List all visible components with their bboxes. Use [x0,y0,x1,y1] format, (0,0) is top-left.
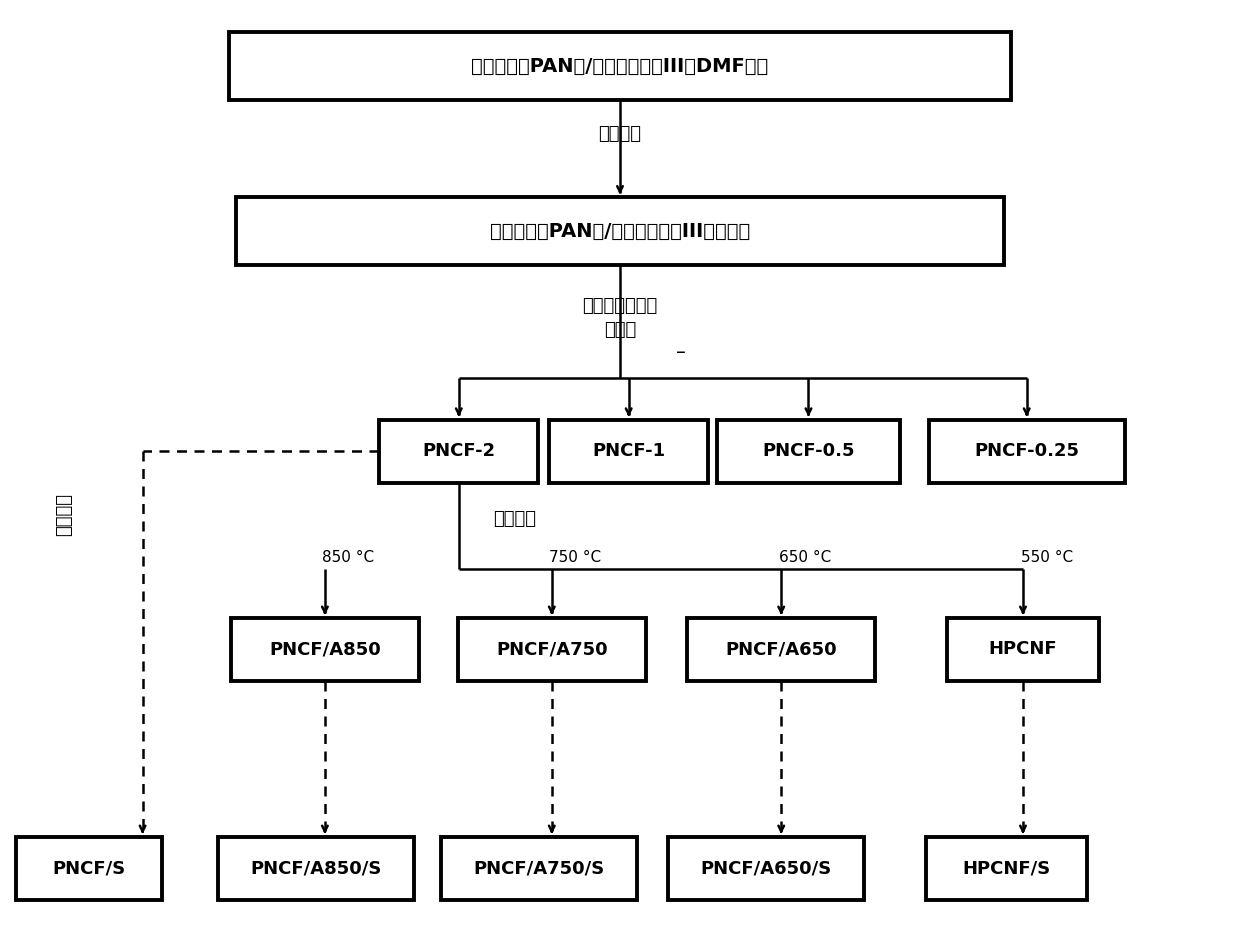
Text: HPCNF/S: HPCNF/S [962,859,1052,878]
Text: –: – [676,343,686,362]
Text: 聚丙烯腈（PAN）/乙酰丙酮铁（III）纯纤维: 聚丙烯腈（PAN）/乙酰丙酮铁（III）纯纤维 [490,222,750,241]
FancyBboxPatch shape [231,618,419,682]
Text: 聚丙烯腈（PAN）/乙酰丙酮铁（III）DMF溶液: 聚丙烯腈（PAN）/乙酰丙酮铁（III）DMF溶液 [471,57,769,76]
Text: 稳定化、碳化、: 稳定化、碳化、 [583,296,657,315]
FancyBboxPatch shape [218,836,414,901]
FancyBboxPatch shape [929,419,1125,482]
Text: PNCF-0.25: PNCF-0.25 [975,442,1079,461]
Text: HPCNF: HPCNF [988,640,1058,659]
Text: PNCF-0.5: PNCF-0.5 [763,442,854,461]
Text: PNCF/A850/S: PNCF/A850/S [250,859,382,878]
Text: 750 °C: 750 °C [549,550,601,565]
FancyBboxPatch shape [926,836,1087,901]
FancyBboxPatch shape [441,836,637,901]
Text: 化学活化: 化学活化 [494,510,536,529]
Text: PNCF/A650/S: PNCF/A650/S [701,859,832,878]
FancyBboxPatch shape [458,618,646,682]
Text: PNCF-2: PNCF-2 [423,442,495,461]
FancyBboxPatch shape [16,836,162,901]
FancyBboxPatch shape [947,618,1099,682]
FancyBboxPatch shape [717,419,900,482]
FancyBboxPatch shape [549,419,708,482]
Text: 550 °C: 550 °C [1021,550,1073,565]
FancyBboxPatch shape [229,32,1011,100]
Text: 静电纺丝: 静电纺丝 [599,125,641,143]
FancyBboxPatch shape [379,419,538,482]
Text: 850 °C: 850 °C [322,550,374,565]
Text: PNCF/A850: PNCF/A850 [269,640,381,659]
Text: PNCF/A750: PNCF/A750 [496,640,608,659]
Text: 酸腐蚀: 酸腐蚀 [604,321,636,340]
FancyBboxPatch shape [668,836,864,901]
FancyBboxPatch shape [687,618,875,682]
Text: 熔融扩散: 熔融扩散 [56,493,73,536]
Text: PNCF-1: PNCF-1 [593,442,665,461]
Text: PNCF/A650: PNCF/A650 [725,640,837,659]
FancyBboxPatch shape [236,197,1004,265]
Text: 650 °C: 650 °C [779,550,831,565]
Text: PNCF/S: PNCF/S [52,859,126,878]
Text: PNCF/A750/S: PNCF/A750/S [474,859,605,878]
